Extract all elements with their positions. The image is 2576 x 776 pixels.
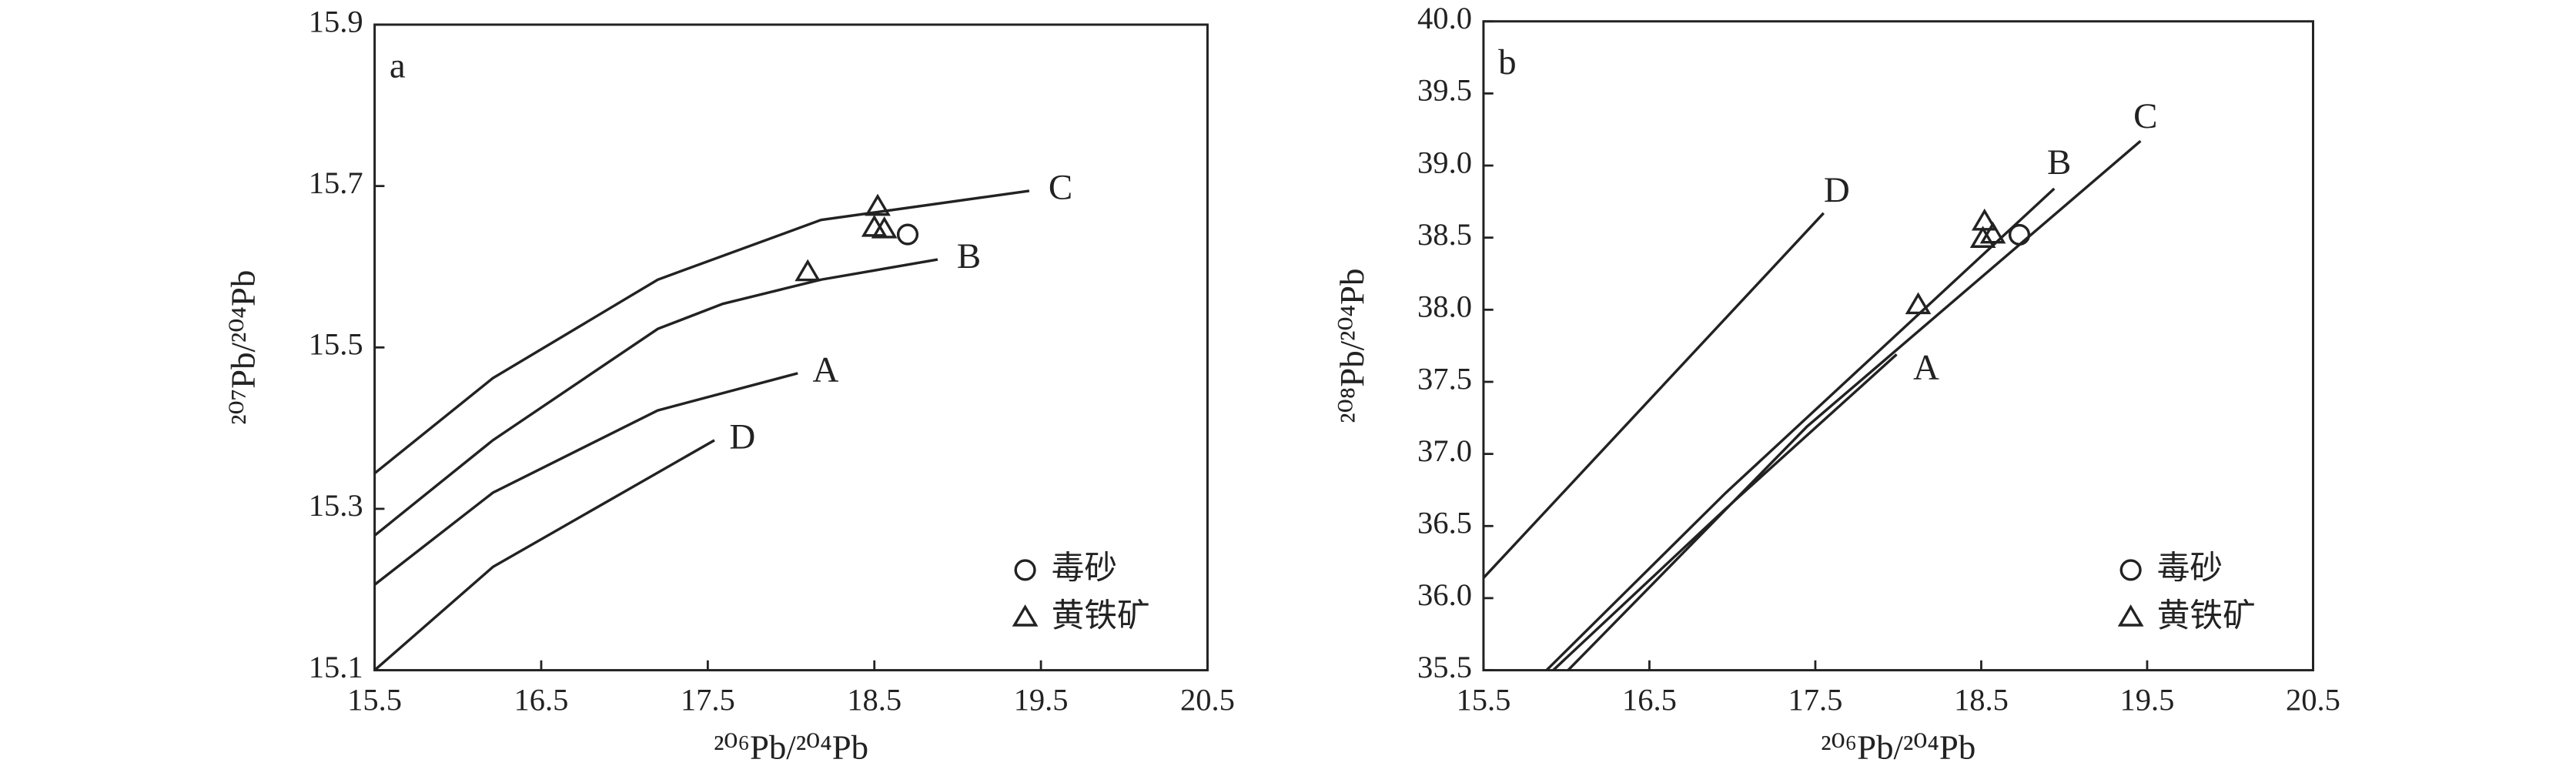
data-point: [795, 259, 821, 282]
data-point: [865, 193, 891, 216]
data-point: [861, 214, 888, 237]
model-curve: [373, 372, 798, 586]
model-curve: [1545, 187, 2056, 671]
x-tick-label: 18.5: [847, 683, 902, 717]
curve-label: A: [1913, 348, 1939, 388]
y-tick-label: 15.9: [309, 4, 363, 38]
legend-label: 毒砂: [2157, 549, 2223, 587]
x-tick-label: 15.5: [1456, 683, 1510, 717]
panel-label: b: [1498, 42, 1516, 82]
legend-marker: [1014, 559, 1036, 581]
curve-label: B: [957, 236, 981, 276]
y-axis-title: ²⁰⁸Pb/²⁰⁴Pb: [1333, 269, 1371, 423]
y-tick-label: 36.0: [1417, 577, 1472, 612]
curve-label: C: [1049, 168, 1072, 208]
y-tick-label: 38.0: [1417, 289, 1472, 324]
x-tick-label: 17.5: [681, 683, 735, 717]
legend-label: 黄铁矿: [1052, 597, 1150, 635]
curve-label: C: [2133, 96, 2157, 136]
x-tick-label: 19.5: [2120, 683, 2175, 717]
model-curve: [373, 258, 938, 537]
x-tick-label: 20.5: [1180, 683, 1235, 717]
y-axis-title: ²⁰⁷Pb/²⁰⁴Pb: [223, 270, 262, 425]
y-tick-label: 15.5: [309, 327, 363, 362]
curve-label: A: [813, 350, 839, 390]
legend-marker: [2117, 604, 2144, 627]
y-tick-label: 15.1: [309, 650, 363, 684]
curve-label: D: [1824, 170, 1850, 210]
data-point: [1969, 226, 1996, 248]
x-tick-label: 19.5: [1014, 683, 1069, 717]
data-point: [896, 223, 919, 246]
y-tick-label: 36.5: [1417, 506, 1472, 540]
y-tick-label: 39.5: [1417, 73, 1472, 108]
x-tick-label: 15.5: [347, 683, 402, 717]
curve-label: D: [729, 417, 755, 457]
legend-marker: [2119, 559, 2142, 581]
y-tick-label: 39.0: [1417, 145, 1472, 179]
data-point: [2008, 223, 2031, 246]
y-tick-label: 15.3: [309, 488, 363, 523]
y-tick-label: 40.0: [1417, 1, 1472, 35]
data-point: [1979, 221, 2006, 244]
legend-label: 黄铁矿: [2157, 597, 2256, 635]
x-tick-label: 18.5: [1954, 683, 2009, 717]
y-tick-label: 38.5: [1417, 217, 1472, 252]
data-point: [871, 216, 898, 239]
x-axis-title: ²⁰⁶Pb/²⁰⁴Pb: [714, 728, 868, 766]
y-tick-label: 37.5: [1417, 361, 1472, 396]
y-tick-label: 15.7: [309, 166, 363, 200]
legend-marker: [1012, 604, 1039, 627]
model-curve: [1482, 212, 1825, 579]
x-tick-label: 17.5: [1788, 683, 1842, 717]
model-curve: [1567, 139, 2142, 671]
y-tick-label: 37.0: [1417, 433, 1472, 468]
x-tick-label: 16.5: [1622, 683, 1677, 717]
curve-label: B: [2047, 142, 2071, 182]
y-tick-label: 35.5: [1417, 650, 1472, 684]
legend-label: 毒砂: [1052, 549, 1117, 587]
model-curve: [1552, 353, 1898, 671]
x-tick-label: 16.5: [514, 683, 569, 717]
model-curve: [373, 439, 715, 671]
data-point: [1905, 292, 1932, 315]
plot-frame: [1482, 20, 2314, 672]
panel-label: a: [390, 45, 406, 85]
x-axis-title: ²⁰⁶Pb/²⁰⁴Pb: [1821, 728, 1975, 766]
model-curve: [373, 189, 1030, 475]
x-tick-label: 20.5: [2286, 683, 2340, 717]
